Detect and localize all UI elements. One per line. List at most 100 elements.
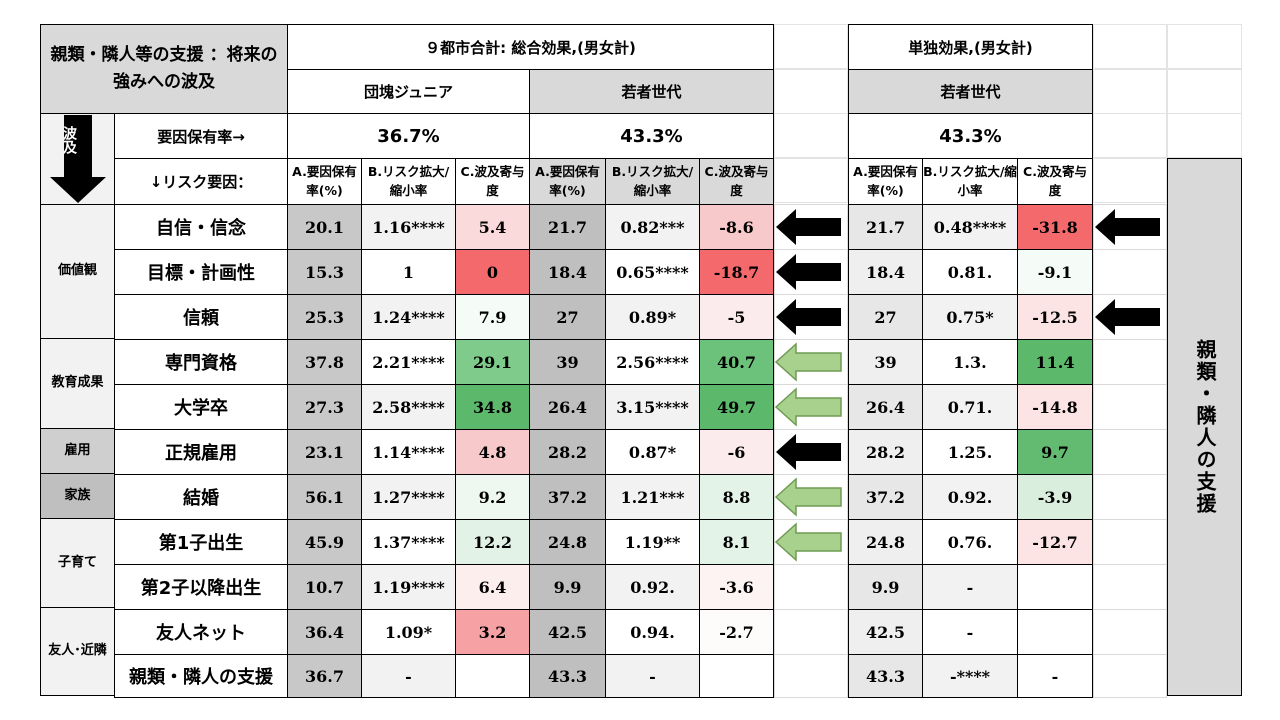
gap-cell <box>1167 69 1242 114</box>
gap-cell <box>774 654 848 698</box>
gap-cell <box>774 609 848 655</box>
green-left-arrow-icon <box>774 342 842 382</box>
value-c-wakamono: -18.7 <box>699 249 774 295</box>
group-header-single: 単独効果,(男女計) <box>848 24 1093 70</box>
gap-cell <box>1093 384 1167 430</box>
value-b-dankai: 2.58**** <box>361 384 456 430</box>
value-b-single: -**** <box>922 654 1018 698</box>
value-b-wakamono: 0.87* <box>605 429 700 475</box>
value-b-dankai: 1.24**** <box>361 294 456 340</box>
side-panel: 親類・隣人の支援 <box>1167 158 1242 696</box>
gap-cell <box>1093 113 1167 158</box>
value-b-wakamono: 2.56**** <box>605 339 700 385</box>
value-c-single: 11.4 <box>1017 339 1093 385</box>
value-b-dankai: 2.21**** <box>361 339 456 385</box>
category-education: 教育成果 <box>40 338 115 429</box>
gap-cell <box>1093 429 1167 475</box>
black-left-arrow-icon <box>776 254 841 290</box>
value-c-dankai: 0 <box>455 249 530 295</box>
value-c-dankai: 34.8 <box>455 384 530 430</box>
risk-factor: 友人ネット <box>114 609 288 655</box>
value-c-wakamono: -6 <box>699 429 774 475</box>
col-b-dankai: B.リスク拡大/縮小率 <box>361 158 456 205</box>
col-b-single: B.リスク拡大/縮小率 <box>922 158 1018 205</box>
risk-label: ↓リスク要因： <box>114 158 288 205</box>
risk-factor: 親類・隣人の支援 <box>114 654 288 698</box>
value-a-single: 26.4 <box>848 384 923 430</box>
gap-cell <box>1093 69 1167 114</box>
gap-cell <box>1093 519 1167 565</box>
group-header-total: ９都市合計: 総合効果,(男女計) <box>287 24 774 70</box>
value-a-dankai: 23.1 <box>287 429 362 475</box>
value-b-wakamono: 0.94. <box>605 609 700 655</box>
value-c-single <box>1017 564 1093 610</box>
value-c-dankai: 7.9 <box>455 294 530 340</box>
rate-wakamono-single: 43.3% <box>848 113 1093 159</box>
value-a-single: 9.9 <box>848 564 923 610</box>
value-a-dankai: 15.3 <box>287 249 362 295</box>
value-a-dankai: 20.1 <box>287 204 362 250</box>
category-values: 価値観 <box>40 204 115 339</box>
value-b-dankai: 1.27**** <box>361 474 456 520</box>
category-childcare: 子育て <box>40 518 115 608</box>
green-left-arrow-icon <box>774 387 842 427</box>
value-b-wakamono: 1.19** <box>605 519 700 565</box>
value-a-dankai: 56.1 <box>287 474 362 520</box>
value-c-wakamono: -8.6 <box>699 204 774 250</box>
value-c-wakamono: 49.7 <box>699 384 774 430</box>
value-a-single: 37.2 <box>848 474 923 520</box>
subheader-wakamono-single: 若者世代 <box>848 69 1093 114</box>
col-b-wakamono: B.リスク拡大/縮小率 <box>605 158 700 205</box>
value-a-single: 42.5 <box>848 609 923 655</box>
value-c-wakamono: 8.8 <box>699 474 774 520</box>
col-c-wakamono: C.波及寄与度 <box>699 158 774 205</box>
gap-cell <box>1093 249 1167 295</box>
value-c-wakamono: -2.7 <box>699 609 774 655</box>
green-left-arrow-icon <box>774 477 842 517</box>
value-c-single: 9.7 <box>1017 429 1093 475</box>
value-b-single: 1.25. <box>922 429 1018 475</box>
risk-factor: 正規雇用 <box>114 429 288 475</box>
value-c-single: -3.9 <box>1017 474 1093 520</box>
black-left-arrow-icon <box>1095 299 1160 335</box>
value-c-single <box>1017 609 1093 655</box>
value-c-wakamono: -3.6 <box>699 564 774 610</box>
value-c-wakamono <box>699 654 774 698</box>
value-b-dankai: 1.37**** <box>361 519 456 565</box>
value-b-dankai: 1.16**** <box>361 204 456 250</box>
value-a-dankai: 36.4 <box>287 609 362 655</box>
col-a-dankai: A.要因保有率(%) <box>287 158 362 205</box>
value-a-single: 21.7 <box>848 204 923 250</box>
value-a-dankai: 27.3 <box>287 384 362 430</box>
value-a-single: 18.4 <box>848 249 923 295</box>
category-family: 家族 <box>40 473 115 519</box>
col-c-dankai: C.波及寄与度 <box>455 158 530 205</box>
value-b-single: 0.75* <box>922 294 1018 340</box>
col-a-wakamono: A.要因保有率(%) <box>529 158 606 205</box>
down-arrow-icon <box>49 115 106 203</box>
value-c-single: -12.7 <box>1017 519 1093 565</box>
risk-factor: 大学卒 <box>114 384 288 430</box>
value-a-wakamono: 39 <box>529 339 606 385</box>
subheader-wakamono: 若者世代 <box>529 69 774 114</box>
risk-factor: 目標・計画性 <box>114 249 288 295</box>
risk-factor: 信頼 <box>114 294 288 340</box>
gap-cell <box>774 113 848 158</box>
value-b-single: 0.71. <box>922 384 1018 430</box>
rate-label: 要因保有率→ <box>114 113 288 159</box>
subheader-dankai: 団塊ジュニア <box>287 69 530 114</box>
category-friends: 友人･近隣 <box>40 607 115 696</box>
risk-factor: 専門資格 <box>114 339 288 385</box>
gap-cell <box>1167 24 1242 69</box>
value-a-dankai: 10.7 <box>287 564 362 610</box>
value-b-wakamono: - <box>605 654 700 698</box>
value-a-wakamono: 26.4 <box>529 384 606 430</box>
gap-cell <box>1093 609 1167 655</box>
value-a-wakamono: 21.7 <box>529 204 606 250</box>
value-a-wakamono: 18.4 <box>529 249 606 295</box>
value-c-single: - <box>1017 654 1093 698</box>
value-c-wakamono: 8.1 <box>699 519 774 565</box>
value-c-wakamono: -5 <box>699 294 774 340</box>
gap-cell <box>774 158 848 203</box>
value-c-dankai <box>455 654 530 698</box>
